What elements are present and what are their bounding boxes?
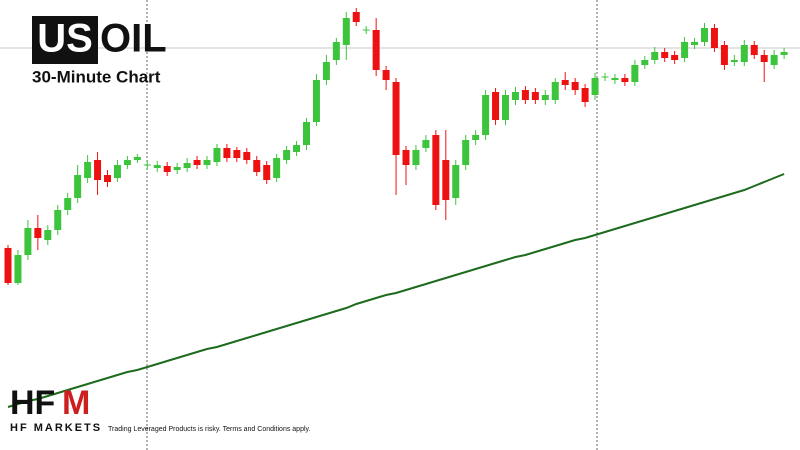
candle-body [502,95,509,120]
candle-body [312,80,320,122]
candle-body [123,160,131,165]
plot [4,8,788,408]
chart-subtitle: 30-Minute Chart [32,67,161,86]
candle-body [432,135,440,205]
candle-body [422,140,430,148]
candle-body [760,55,768,62]
candle-body [601,76,609,78]
candle-body [322,62,330,80]
chart-title: OIL [100,17,167,61]
candle-body [511,92,519,100]
candle-body [740,45,748,62]
candle-body [372,30,380,70]
candle-body [541,95,549,100]
candle-body [661,52,669,58]
candle-body [462,140,470,165]
candle-body [193,160,201,165]
candle-body [521,90,529,100]
candle-body [710,28,718,48]
logo: M [62,384,90,422]
brand-name: HF MARKETS [10,422,102,434]
candle-body [64,198,72,210]
candle-body [482,95,490,135]
candle-body [730,60,738,62]
candle-body [203,160,211,165]
disclaimer: Trading Leveraged Products is risky. Ter… [108,426,311,433]
candle-body [651,52,659,60]
candle-body [571,82,579,90]
candle-body [492,92,500,120]
candle-body [233,150,241,158]
candle-body [173,167,181,170]
candle-body [143,164,151,166]
chart-title: US [37,17,93,61]
candle-body [362,29,370,31]
candle-body [243,152,251,160]
candle-body [163,166,171,172]
candle-body [223,148,231,158]
candle-body [253,160,261,172]
candle-body [34,228,42,238]
candle-body [263,165,271,180]
candle-body [442,160,450,200]
candle-body [581,88,589,102]
candle-body [671,55,679,60]
candle-body [133,157,141,160]
candle-body [283,150,291,160]
candle-body [472,135,480,140]
candle-body [621,78,629,82]
candle-body [293,145,301,152]
candle-body [780,52,788,55]
candle-body [382,70,390,80]
candle-body [113,165,121,178]
candle-body [54,210,62,230]
candle-body [641,60,649,65]
candle-body [14,255,22,283]
candle-body [303,122,310,145]
candle-body [701,28,708,42]
candle-body [412,150,420,165]
candle-body [213,148,221,162]
candle-body [561,80,569,85]
candle-body [452,165,460,198]
candle-body [342,18,350,45]
candle-body [183,163,191,168]
candle-body [273,158,281,178]
candle-body [611,78,619,80]
candle-body [104,175,111,182]
candle-body [770,55,778,65]
candle-body [551,82,559,100]
candle-body [84,162,92,178]
candle-body [153,165,161,168]
candle-body [631,65,639,82]
candle-body [4,248,12,283]
moving-average [7,173,785,408]
candle-body [750,45,758,55]
candle-body [352,12,360,22]
candle-body [720,45,728,65]
candle-body [681,42,689,58]
logo: HF [10,384,55,422]
candle-body [94,160,102,180]
candle-body [44,230,52,240]
candle-body [402,150,410,165]
candle-body [332,42,340,60]
candle-body [591,78,599,95]
candle-body [392,82,400,155]
candle-body [531,92,539,100]
candle-body [24,228,32,255]
title-box [32,16,98,64]
candle-body [691,42,699,45]
candle-body [74,175,82,198]
